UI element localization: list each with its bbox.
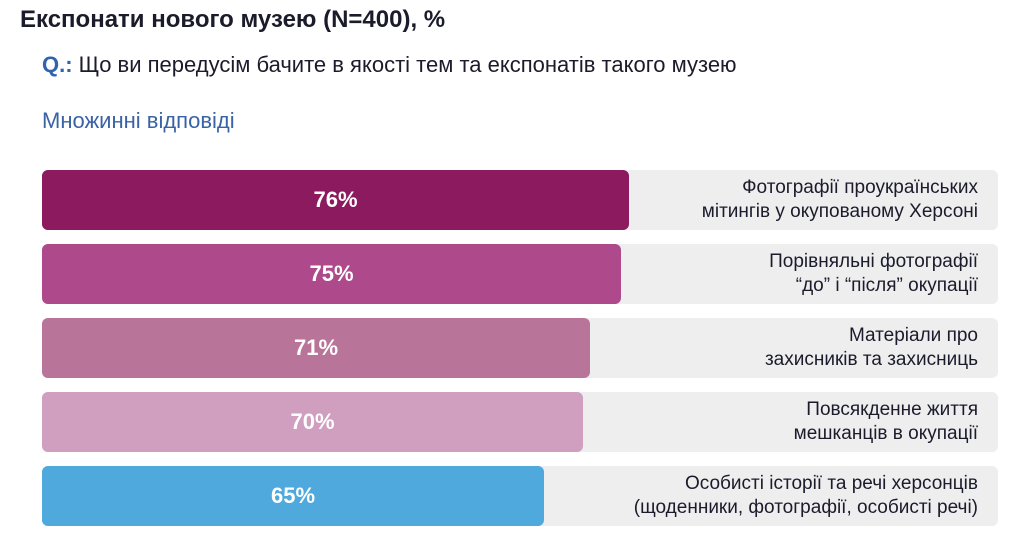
multiple-answers-note: Множинні відповіді xyxy=(42,108,235,133)
category-label-text: Фотографії проукраїнських мітингів у оку… xyxy=(701,177,978,222)
category-label: Особисті історії та речі херсонців (щоде… xyxy=(634,466,978,526)
category-label-text: Особисті історії та речі херсонців (щоде… xyxy=(633,473,978,518)
category-label: Повсякденне життя мешканців в окупації xyxy=(794,392,978,452)
bar: 65% xyxy=(42,466,544,526)
bar-value-label: 76% xyxy=(313,187,358,212)
bar-row: 71% Матеріали про захисників та захисниць xyxy=(42,318,998,378)
chart-title: Експонати нового музею (N=400), % xyxy=(20,6,446,33)
category-label-text: Повсякденне життя мешканців в окупації xyxy=(793,399,978,444)
question-prefix: Q.: xyxy=(42,52,73,77)
category-label-text: Матеріали про захисників та захисниць xyxy=(764,325,978,370)
bar-value-label: 71% xyxy=(293,335,339,360)
bar-row: 76% Фотографії проукраїнських мітингів у … xyxy=(42,170,998,230)
bar: 76% xyxy=(42,170,629,230)
bar: 75% xyxy=(42,244,621,304)
category-label: Матеріали про захисників та захисниць xyxy=(765,318,978,378)
bar-row: 70% Повсякденне життя мешканців в окупаці… xyxy=(42,392,998,452)
category-label: Фотографії проукраїнських мітингів у оку… xyxy=(702,170,978,230)
bar: 71% xyxy=(42,318,590,378)
bar-value-label: 65% xyxy=(270,483,316,508)
question-line: Q.: Що ви передусім бачите в якості тем т… xyxy=(42,52,737,78)
category-label: Порівняльні фотографії “до” і “після” ок… xyxy=(769,244,978,304)
question-text: Що ви передусім бачите в якості тем та е… xyxy=(78,52,737,77)
bar-value-label: 70% xyxy=(290,409,335,434)
bar-row: 75% Порівняльні фотографії “до” і “після”… xyxy=(42,244,998,304)
bar: 70% xyxy=(42,392,583,452)
bar-row: 65% Особисті історії та речі херсонців (щ… xyxy=(42,466,998,526)
bar-value-label: 75% xyxy=(309,261,354,286)
category-label-text: Порівняльні фотографії “до” і “після” ок… xyxy=(769,251,978,296)
